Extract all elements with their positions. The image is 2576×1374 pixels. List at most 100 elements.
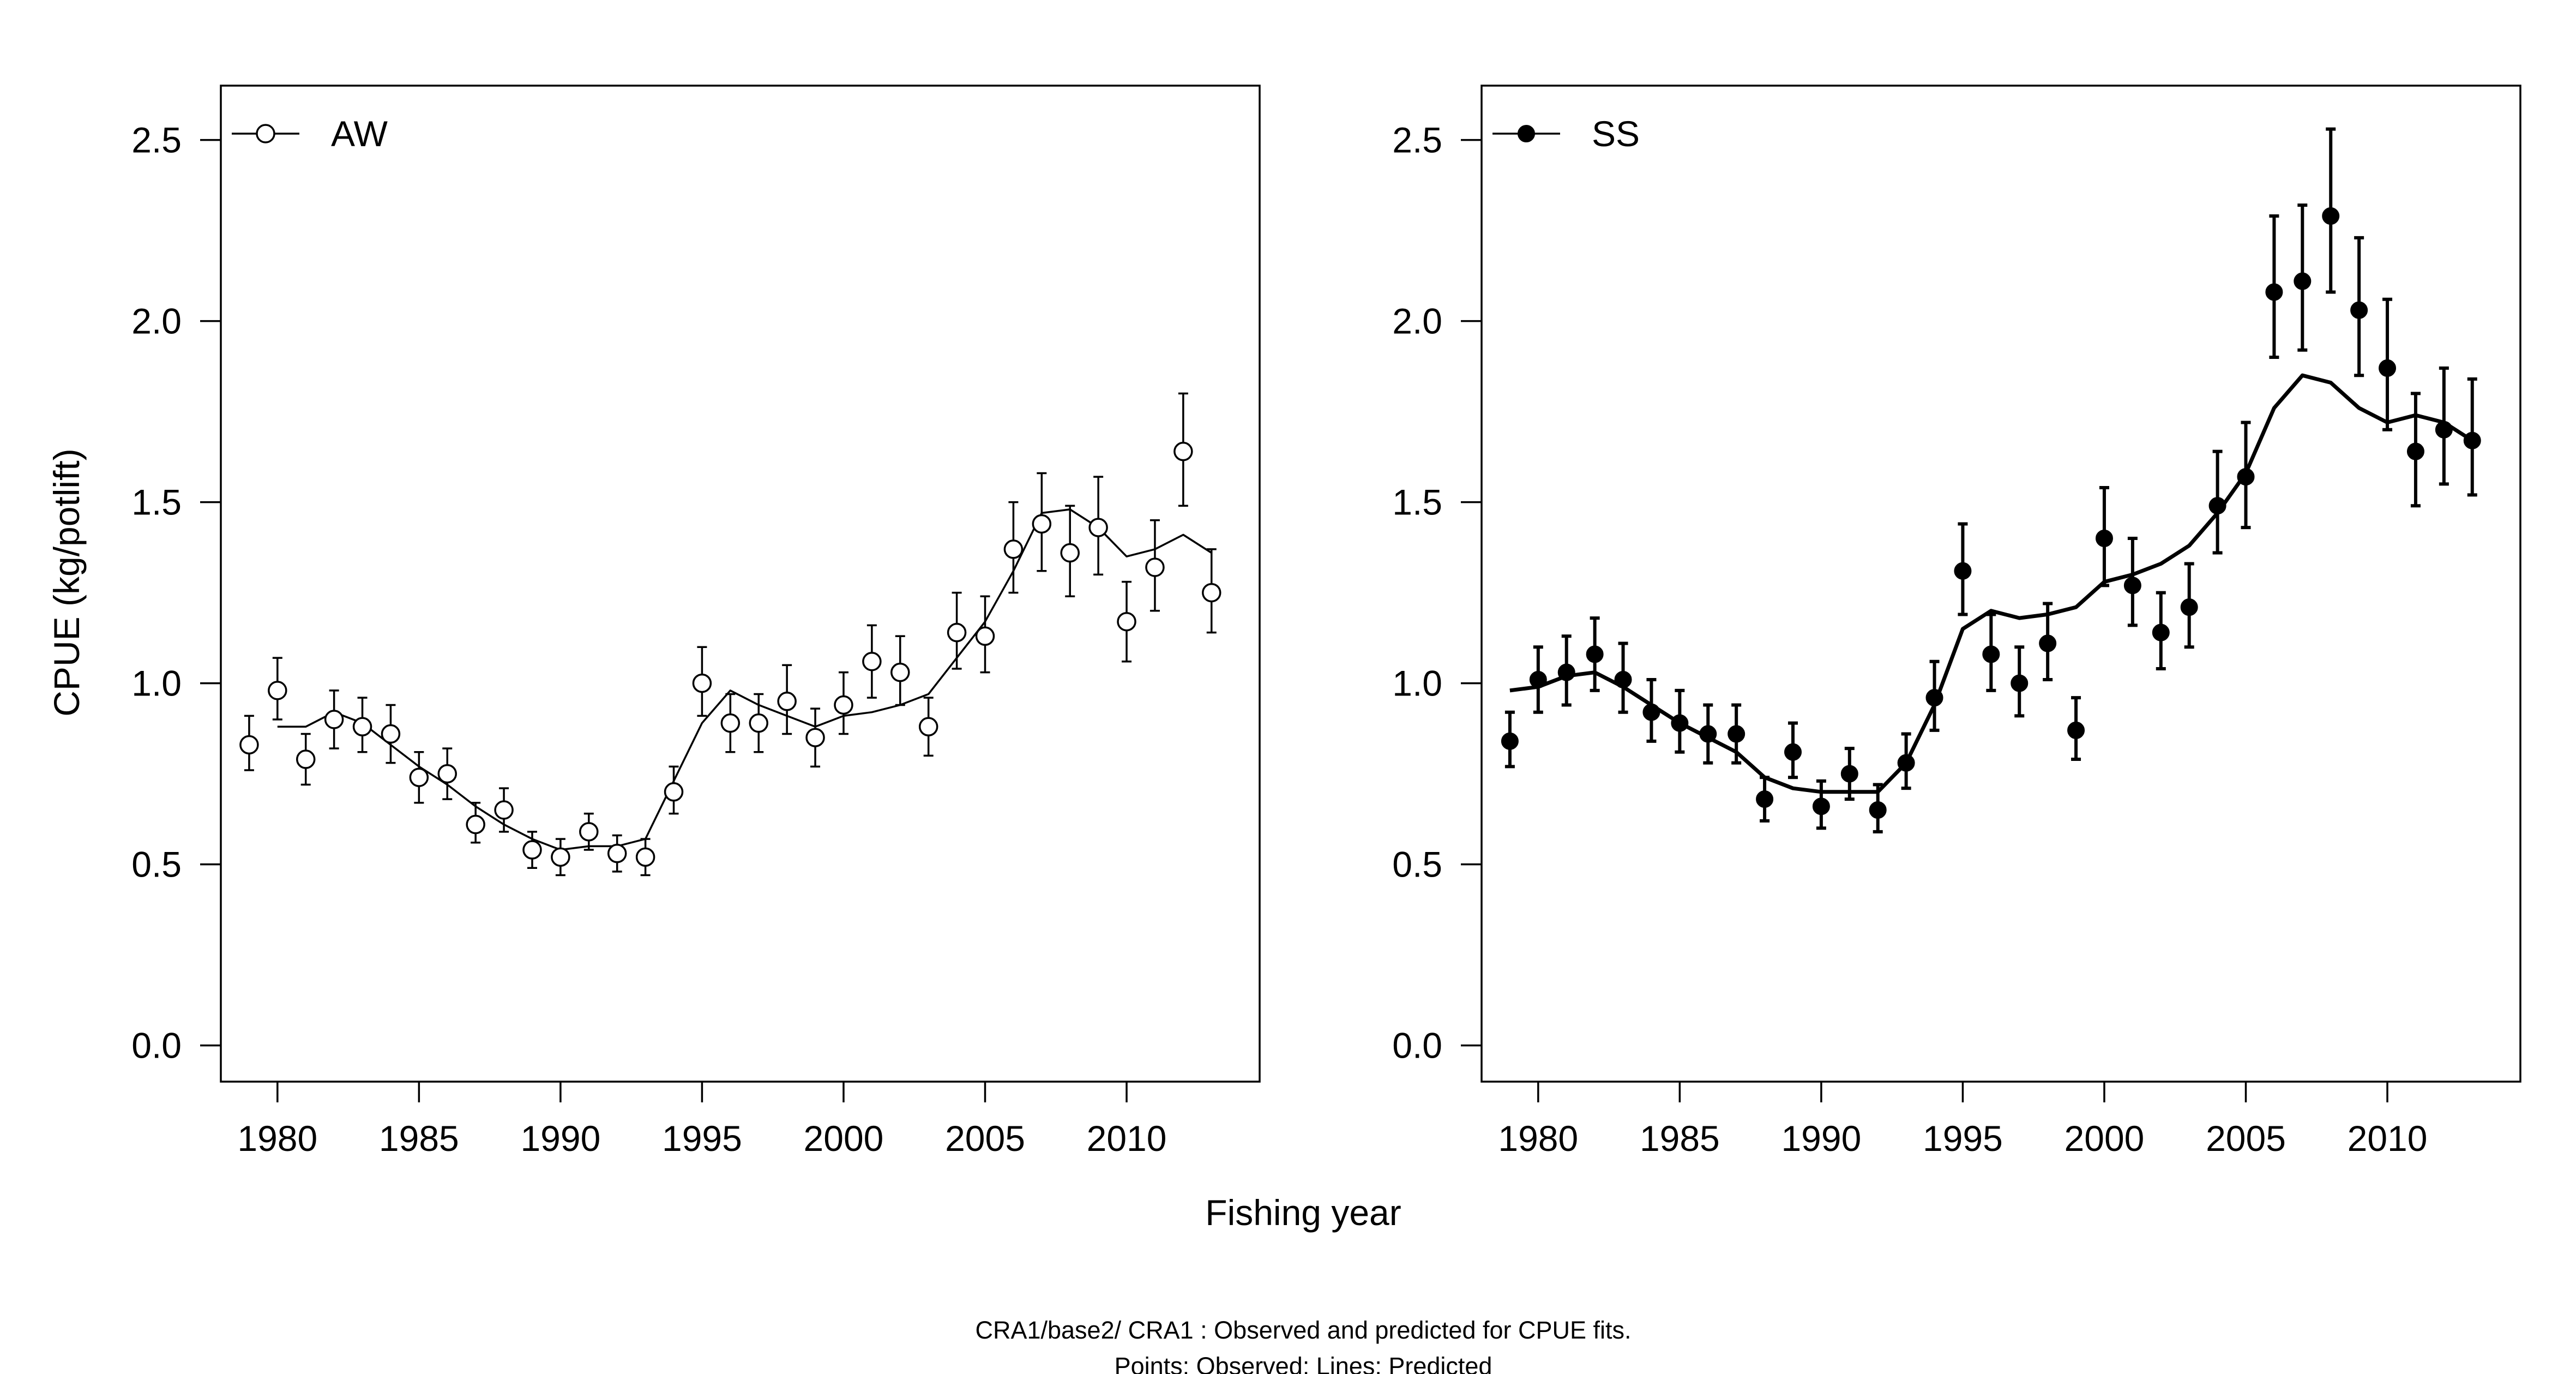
observed-point [1699, 725, 1717, 743]
plot-frame [1480, 85, 2521, 1083]
y-tick-label: 1.5 [1392, 482, 1442, 523]
y-axis-title: CPUE (kg/potlift) [46, 448, 87, 716]
x-tick-label: 1995 [1923, 1118, 2003, 1159]
x-tick-label: 1985 [379, 1118, 459, 1159]
observed-point [1840, 765, 1858, 783]
caption-line-1: CRA1/base2/ CRA1 : Observed and predicte… [975, 1316, 1631, 1344]
observed-point [1897, 754, 1915, 772]
observed-point [862, 652, 882, 671]
x-tick-label: 2005 [2206, 1118, 2286, 1159]
x-tick-label: 1980 [237, 1118, 317, 1159]
observed-point [1032, 514, 1052, 534]
x-tick-label: 2010 [2348, 1118, 2428, 1159]
observed-point [352, 717, 372, 737]
observed-point [494, 800, 514, 820]
observed-point [2463, 431, 2481, 449]
legend-label: SS [1592, 113, 1640, 154]
y-tick-label: 2.5 [131, 120, 182, 160]
x-tick-label: 1995 [662, 1118, 742, 1159]
observed-point [551, 847, 570, 867]
observed-point [2180, 598, 2198, 616]
plot-frame [220, 85, 1261, 1083]
observed-point [1529, 670, 1547, 688]
observed-point [1671, 714, 1689, 732]
observed-point [635, 847, 655, 867]
observed-point [2294, 272, 2312, 290]
observed-point [1812, 797, 1830, 815]
observed-point [1202, 583, 1221, 603]
observed-point [2152, 623, 2170, 641]
observed-point [1003, 539, 1024, 559]
observed-point [2011, 674, 2029, 692]
observed-point [1982, 645, 2000, 663]
observed-point [268, 681, 287, 700]
panel-aw: 1980 1985 1990 1995 2000 2005 2010 0.0 0.5 1.0 1.5… [131, 85, 1261, 1159]
observed-point [749, 713, 768, 733]
observed-point [1642, 703, 1660, 721]
observed-point [2435, 421, 2453, 439]
x-tick-label: 2005 [945, 1118, 1025, 1159]
observed-point [1117, 611, 1136, 632]
predicted-line [1509, 373, 2473, 794]
predicted-line [277, 508, 1212, 851]
observed-point [1173, 441, 1193, 461]
observed-point [522, 840, 542, 860]
observed-point [947, 622, 967, 643]
y-tick-label: 0.0 [131, 1025, 182, 1066]
legend-marker [256, 124, 275, 143]
observed-point [296, 749, 316, 769]
observed-point [2208, 497, 2226, 515]
y-tick-label: 0.0 [1392, 1025, 1442, 1066]
observed-point [437, 764, 458, 784]
observed-point [1088, 518, 1108, 537]
observed-point [890, 662, 910, 682]
observed-point [975, 626, 995, 646]
observed-point [579, 822, 599, 842]
y-tick-label: 2.5 [1392, 120, 1442, 160]
y-tick-label: 0.5 [1392, 844, 1442, 885]
observed-point [2265, 283, 2283, 301]
x-tick-label: 2010 [1087, 1118, 1167, 1159]
observed-point [607, 843, 627, 863]
observed-point [1784, 743, 1802, 761]
x-tick-label: 2000 [2065, 1118, 2145, 1159]
observed-point [2406, 442, 2424, 460]
caption-line-2: Points: Observed; Lines: Predicted [1115, 1352, 1492, 1374]
observed-point [2379, 359, 2397, 377]
observed-point [409, 767, 429, 787]
observed-point [2350, 301, 2368, 319]
observed-point [918, 717, 938, 737]
y-tick-label: 0.5 [131, 844, 182, 885]
x-tick-label: 2000 [804, 1118, 884, 1159]
panel-ss: 1980 1985 1990 1995 2000 2005 2010 0.0 0.5 1.0 1.5… [1392, 85, 2521, 1159]
observed-point [324, 710, 344, 729]
x-tick-label: 1990 [520, 1118, 600, 1159]
observed-point [1145, 557, 1165, 577]
observed-point [1501, 732, 1519, 750]
observed-point [466, 814, 485, 835]
y-tick-label: 1.0 [1392, 663, 1442, 704]
observed-point [2123, 577, 2141, 595]
observed-point [1060, 543, 1080, 563]
observed-point [1869, 801, 1887, 819]
y-tick-label: 1.0 [131, 663, 182, 704]
observed-point [664, 782, 684, 802]
legend-marker [1518, 125, 1535, 142]
observed-point [805, 728, 825, 747]
observed-point [777, 692, 797, 711]
observed-point [2237, 468, 2255, 486]
observed-point [239, 735, 259, 755]
observed-point [1557, 663, 1575, 681]
observed-point [1954, 562, 1972, 580]
observed-point [381, 724, 401, 744]
x-tick-label: 1990 [1781, 1118, 1861, 1159]
y-tick-label: 2.0 [1392, 301, 1442, 341]
observed-point [1728, 725, 1746, 743]
y-tick-label: 1.5 [131, 482, 182, 523]
observed-point [2322, 207, 2340, 225]
observed-point [2039, 634, 2057, 652]
x-axis-title: Fishing year [1205, 1192, 1401, 1233]
legend-label: AW [331, 113, 388, 154]
observed-point [2067, 721, 2085, 739]
